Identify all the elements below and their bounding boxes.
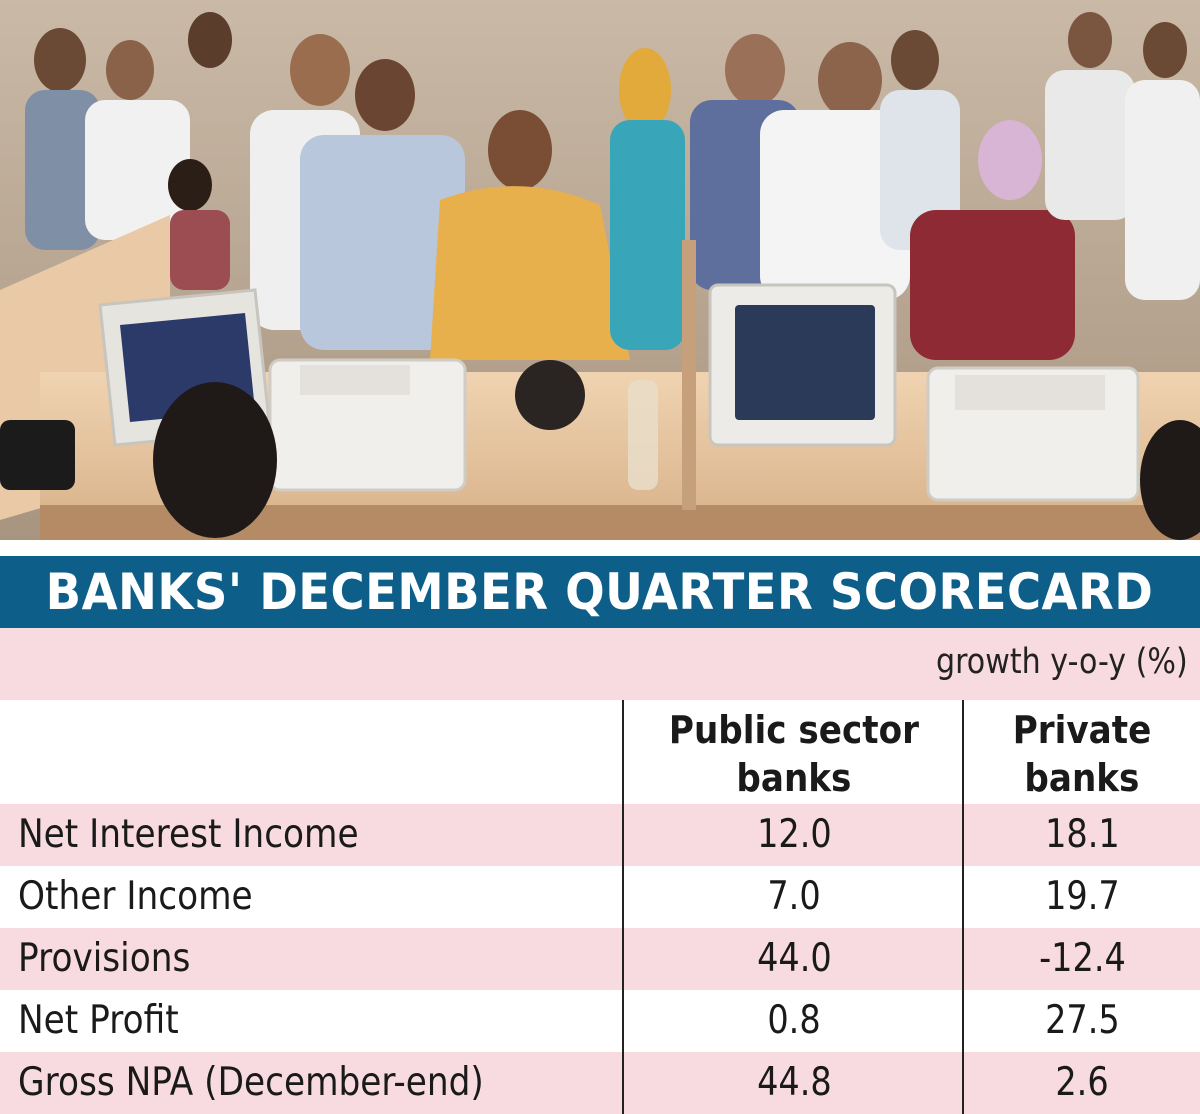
table-header-row: Public sector banks Private banks bbox=[0, 700, 1200, 804]
table-row: Other Income 7.0 19.7 bbox=[0, 866, 1200, 928]
value-private: 18.1 bbox=[964, 812, 1200, 857]
value-private-text: -12.4 bbox=[1038, 936, 1126, 981]
value-private-text: 2.6 bbox=[1055, 1060, 1109, 1105]
value-public: 12.0 bbox=[624, 812, 964, 857]
value-private: 27.5 bbox=[964, 998, 1200, 1043]
scorecard-table: Public sector banks Private banks Net In… bbox=[0, 700, 1200, 1114]
row-label: Net Profit bbox=[18, 998, 179, 1043]
table-row: Gross NPA (December-end) 44.8 2.6 bbox=[0, 1052, 1200, 1114]
title-bar: BANKS' DECEMBER QUARTER SCORECARD bbox=[0, 556, 1200, 628]
bank-queue-photo bbox=[0, 0, 1200, 540]
unit-row: growth y-o-y (%) bbox=[0, 628, 1200, 700]
table-row: Provisions 44.0 -12.4 bbox=[0, 928, 1200, 990]
row-label: Gross NPA (December-end) bbox=[18, 1060, 484, 1105]
value-private-text: 18.1 bbox=[1044, 812, 1120, 857]
row-label: Provisions bbox=[18, 936, 191, 981]
column-header-private-line-2: banks bbox=[1024, 756, 1140, 800]
column-divider bbox=[962, 700, 964, 1114]
computer-monitor bbox=[98, 283, 897, 447]
title-band: BANKS' DECEMBER QUARTER SCORECARD bbox=[0, 540, 1200, 628]
value-private-text: 27.5 bbox=[1044, 998, 1120, 1043]
column-header-private-line-1: Private bbox=[1012, 708, 1152, 752]
photo-illustration bbox=[0, 0, 1200, 540]
value-public-text: 0.8 bbox=[767, 998, 821, 1043]
value-public: 7.0 bbox=[624, 874, 964, 919]
printer bbox=[268, 358, 1140, 502]
column-header-public: Public sector banks bbox=[624, 706, 964, 802]
value-private: 19.7 bbox=[964, 874, 1200, 919]
value-public-text: 12.0 bbox=[756, 812, 832, 857]
value-private-text: 19.7 bbox=[1044, 874, 1120, 919]
value-private: -12.4 bbox=[964, 936, 1200, 981]
table-row: Net Interest Income 12.0 18.1 bbox=[0, 804, 1200, 866]
column-divider bbox=[622, 700, 624, 1114]
row-label: Net Interest Income bbox=[18, 812, 359, 857]
value-public: 44.0 bbox=[624, 936, 964, 981]
value-private: 2.6 bbox=[964, 1060, 1200, 1105]
chart-title: BANKS' DECEMBER QUARTER SCORECARD bbox=[46, 563, 1154, 621]
column-header-private: Private banks bbox=[964, 706, 1200, 802]
row-label: Other Income bbox=[18, 874, 253, 919]
value-public-text: 44.0 bbox=[756, 936, 832, 981]
table-row: Net Profit 0.8 27.5 bbox=[0, 990, 1200, 1052]
value-public: 0.8 bbox=[624, 998, 964, 1043]
crowd bbox=[25, 12, 1200, 360]
value-public-text: 7.0 bbox=[767, 874, 821, 919]
column-header-public-line-1: Public sector bbox=[668, 708, 920, 752]
value-public: 44.8 bbox=[624, 1060, 964, 1105]
value-public-text: 44.8 bbox=[756, 1060, 832, 1105]
column-header-public-line-2: banks bbox=[736, 756, 852, 800]
unit-label: growth y-o-y (%) bbox=[936, 642, 1188, 682]
